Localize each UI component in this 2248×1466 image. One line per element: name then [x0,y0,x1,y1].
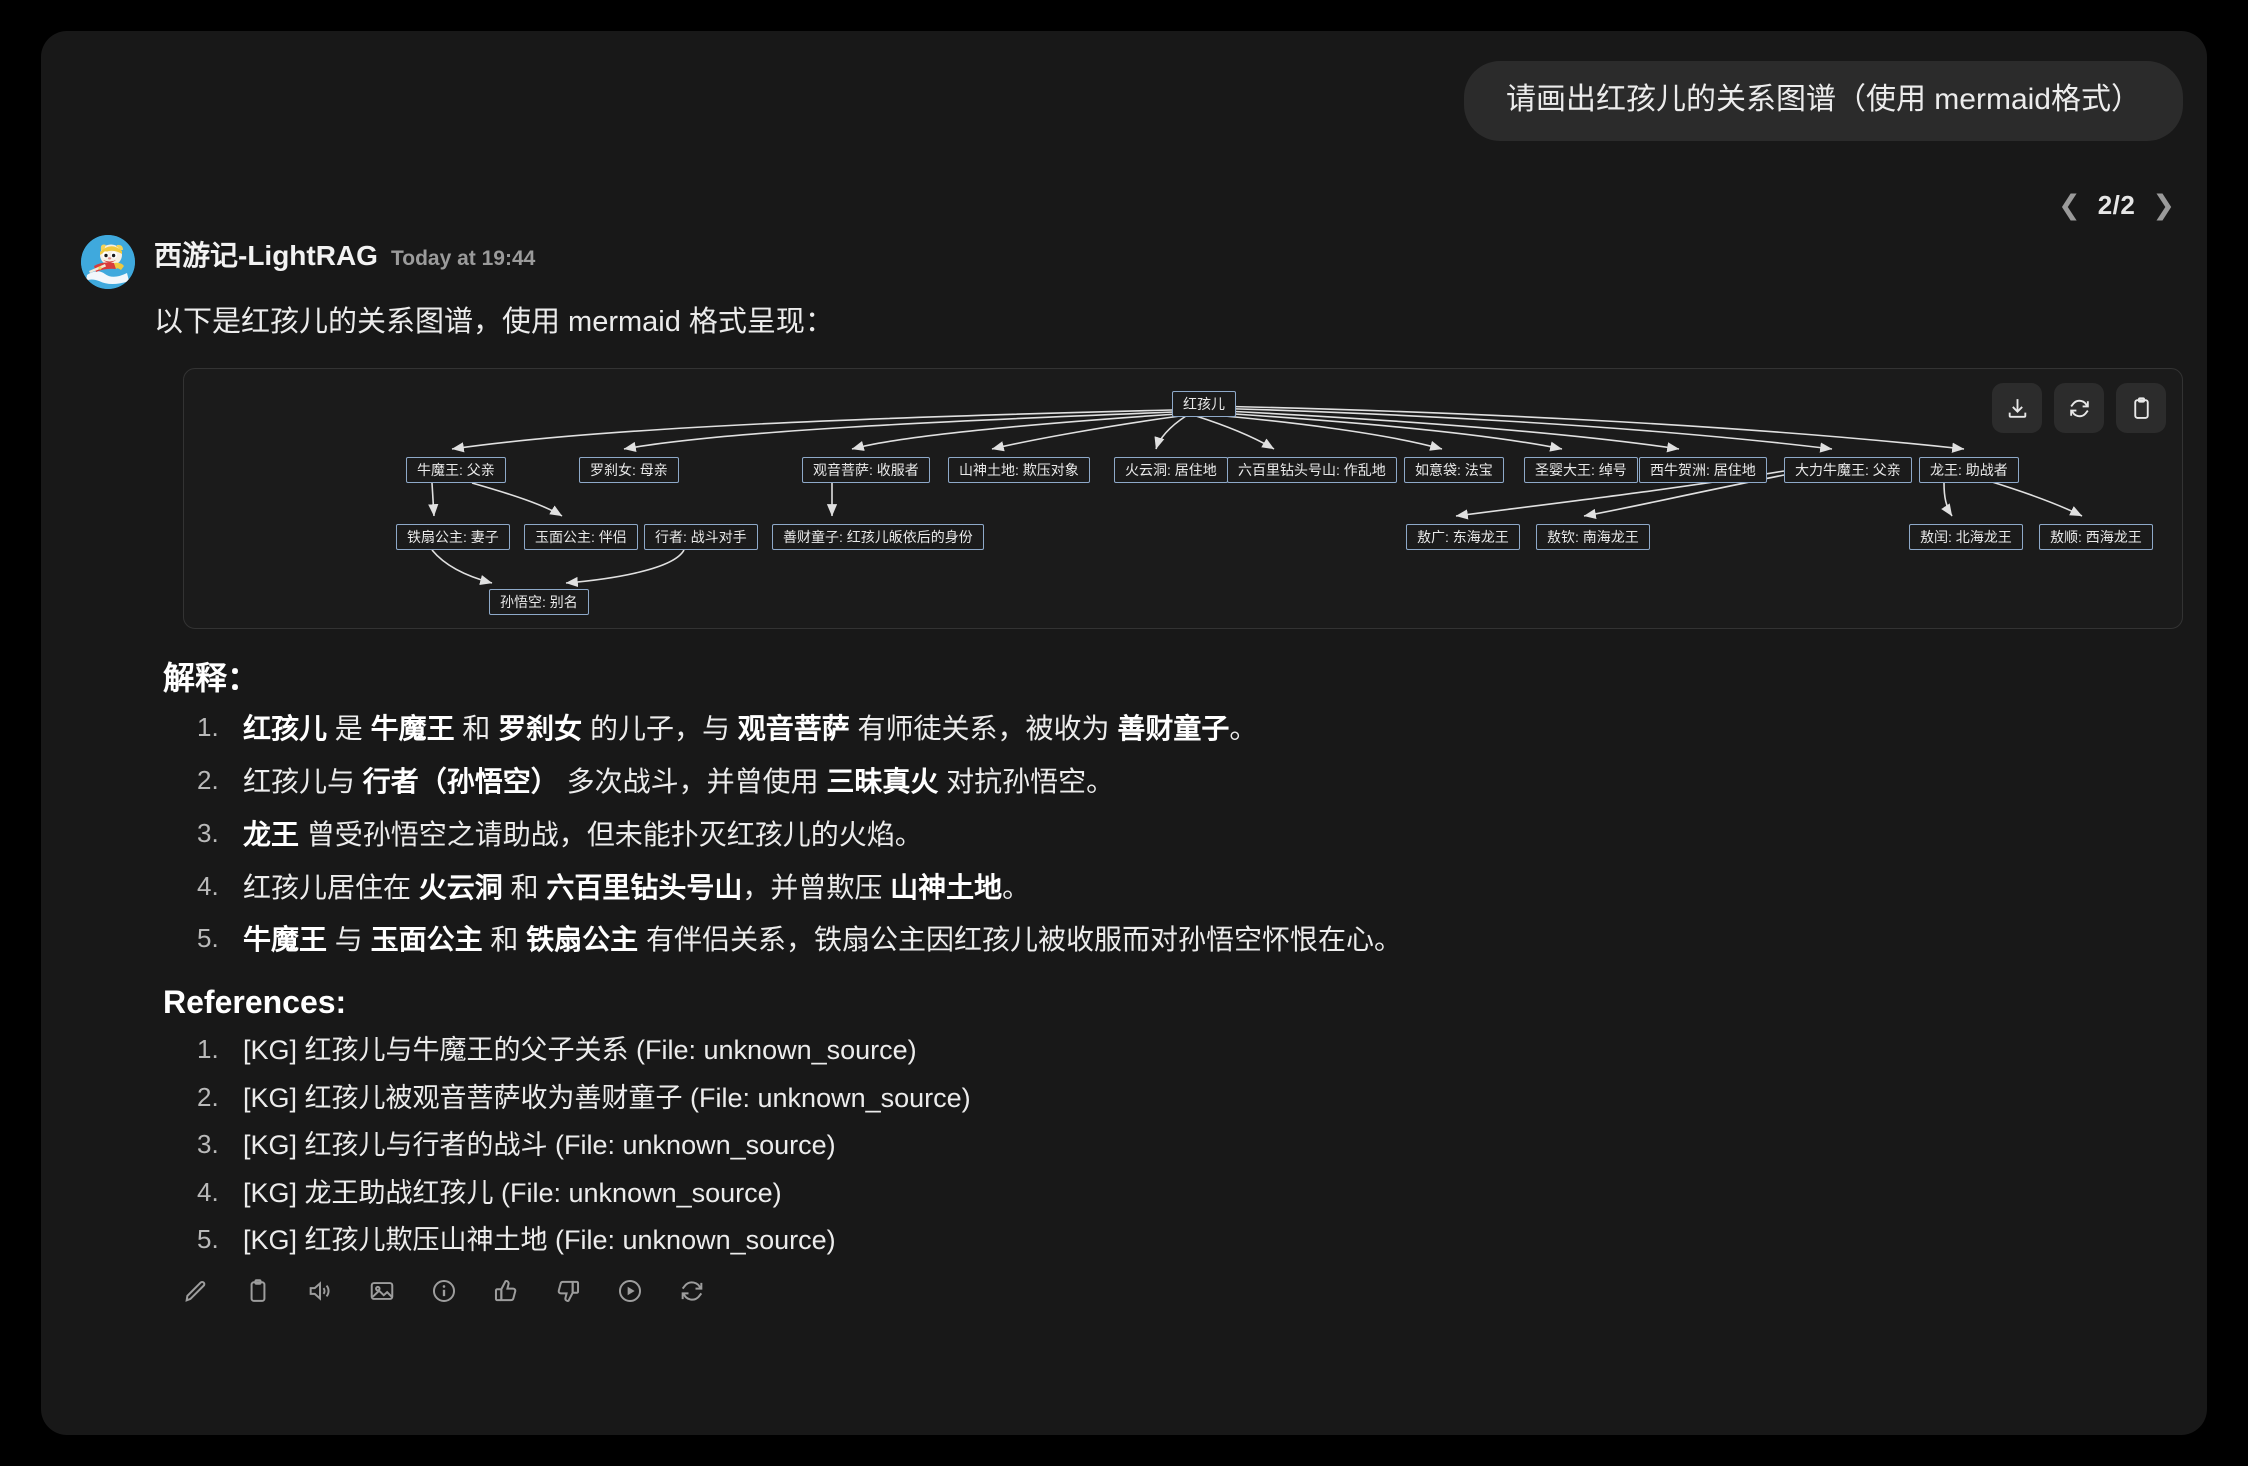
message-header: 西游记-LightRAG Today at 19:44 [81,231,2183,289]
reference-item: [KG] 红孩儿被观音菩萨收为善财童子 (File: unknown_sourc… [197,1081,971,1114]
message-pagination: ❮ 2/2 ❯ [2054,190,2179,221]
explanation-item: 红孩儿 是 牛魔王 和 罗刹女 的儿子，与 观音菩萨 有师徒关系，被收为 善财童… [197,711,1258,745]
chevron-left-icon[interactable]: ❮ [2058,190,2081,220]
thumbs-up-icon[interactable] [487,1272,525,1310]
thumbs-up-glyph [494,1280,517,1302]
message-action-bar [177,1272,2183,1310]
copy-glyph [250,1279,266,1302]
user-message-row: 请画出红孩儿的关系图谱（使用 mermaid格式） [1463,61,2183,141]
mermaid-node: 行者: 战斗对手 [644,524,758,551]
info-icon[interactable] [425,1272,463,1310]
edit-glyph [185,1281,206,1302]
mermaid-node: 西牛贺洲: 居住地 [1639,457,1767,484]
regenerate-glyph [681,1281,703,1301]
references-title: References: [163,984,347,1021]
user-prompt-bubble: 请画出红孩儿的关系图谱（使用 mermaid格式） [1463,61,2183,141]
mermaid-node: 龙王: 助战者 [1919,457,2019,484]
references-list: [KG] 红孩儿与牛魔王的父子关系 (File: unknown_source)… [181,1033,2183,1258]
play-icon[interactable] [611,1272,649,1310]
speaker-icon[interactable] [301,1272,339,1310]
reference-item: [KG] 红孩儿欺压山神土地 (File: unknown_source) [197,1223,836,1256]
sender-line: 西游记-LightRAG Today at 19:44 [154,234,535,274]
explanation-item: 龙王 曾受孙悟空之请助战，但未能扑灭红孩儿的火焰。 [197,817,923,850]
mermaid-node: 罗刹女: 母亲 [579,457,679,484]
explanation-item: 红孩儿与 行者（孙悟空） 多次战斗，并曾使用 三昧真火 对抗孙悟空。 [197,764,1115,797]
refresh-icon[interactable] [2054,383,2104,434]
download-glyph [2008,398,2026,418]
mermaid-node: 红孩儿 [1172,391,1236,418]
message-meta: 西游记-LightRAG Today at 19:44 [154,231,535,274]
image-icon[interactable] [363,1272,401,1310]
reference-item: [KG] 红孩儿与行者的战斗 (File: unknown_source) [197,1128,836,1161]
assistant-message: 西游记-LightRAG Today at 19:44 以下是红孩儿的关系图谱，… [81,231,2183,1310]
download-icon[interactable] [1992,383,2042,434]
mermaid-node: 敖钦: 南海龙王 [1536,524,1650,551]
clipboard-icon[interactable] [239,1272,277,1310]
thumbs-down-icon[interactable] [549,1272,587,1310]
explanation-item: 红孩儿居住在 火云洞 和 六百里钻头号山，并曾欺压 山神土地。 [197,870,1031,903]
thumbs-down-glyph [557,1280,580,1302]
message-intro-text: 以下是红孩儿的关系图谱，使用 mermaid 格式呈现： [154,306,834,338]
info-glyph [432,1279,456,1303]
mermaid-node: 圣婴大王: 绰号 [1524,457,1638,484]
chevron-right-icon[interactable]: ❯ [2152,190,2175,220]
mermaid-node: 铁扇公主: 妻子 [396,524,510,551]
mermaid-node: 山神土地: 欺压对象 [948,457,1090,484]
mermaid-node: 孙悟空: 别名 [489,589,589,616]
mermaid-node: 火云洞: 居住地 [1114,457,1228,484]
explanation-title: 解释： [163,660,260,697]
mermaid-graph [184,369,2182,628]
mermaid-node: 牛魔王: 父亲 [406,457,506,484]
mermaid-edges [428,405,2083,588]
mermaid-diagram-panel: 红孩儿牛魔王: 父亲 罗刹女: 母亲 观音菩萨: 收服者 山神土地: 欺压对象 火云洞:… [183,368,2183,630]
speaker-glyph [309,1281,330,1301]
mermaid-node: 敖闰: 北海龙王 [1909,524,2023,551]
image-glyph [370,1282,394,1300]
clipboard-icon[interactable] [2116,383,2166,434]
mermaid-node: 观音菩萨: 收服者 [802,457,930,484]
explanation-list: 红孩儿 是 牛魔王 和 罗刹女 的儿子，与 观音菩萨 有师徒关系，被收为 善财童… [181,711,2183,958]
mermaid-node: 如意袋: 法宝 [1404,457,1504,484]
mermaid-node: 玉面公主: 伴侣 [524,524,638,551]
reference-item: [KG] 红孩儿与牛魔王的父子关系 (File: unknown_source) [197,1033,917,1066]
explanation-item: 牛魔王 与 玉面公主 和 铁扇公主 有伴侣关系，铁扇公主因红孩儿被收服而对孙悟空… [197,922,1402,956]
chat-panel: 请画出红孩儿的关系图谱（使用 mermaid格式） ❮ 2/2 ❯ [41,31,2207,1435]
mermaid-node-layer: 红孩儿牛魔王: 父亲 罗刹女: 母亲 观音菩萨: 收服者 山神土地: 欺压对象 火云洞:… [184,369,2182,628]
refresh-icon[interactable] [673,1272,711,1310]
monkey-king-avatar[interactable] [81,235,135,289]
mermaid-node: 敖顺: 西海龙王 [2039,524,2153,551]
sender-name: 西游记-LightRAG [154,240,378,271]
edit-icon[interactable] [177,1272,215,1310]
diagram-toolbar [1992,383,2166,434]
mermaid-node: 善财童子: 红孩儿皈依后的身份 [772,524,984,551]
pagination-label: 2/2 [2097,190,2136,220]
mermaid-node: 敖广: 东海龙王 [1406,524,1520,551]
mermaid-node: 六百里钻头号山: 作乱地 [1227,457,1397,484]
refresh-glyph [2069,399,2089,417]
explanation-section: 解释： 红孩儿 是 牛魔王 和 罗刹女 的儿子，与 观音菩萨 有师徒关系，被收为… [163,653,2183,958]
clipboard-glyph [2133,396,2149,419]
mermaid-node: 大力牛魔王: 父亲 [1784,457,1912,484]
references-section: References: [KG] 红孩儿与牛魔王的父子关系 (File: unk… [163,984,2183,1258]
avatar-artwork [81,235,135,289]
reference-item: [KG] 龙王助战红孩儿 (File: unknown_source) [197,1176,782,1209]
message-timestamp: Today at 19:44 [390,247,536,270]
play-glyph [618,1279,642,1303]
